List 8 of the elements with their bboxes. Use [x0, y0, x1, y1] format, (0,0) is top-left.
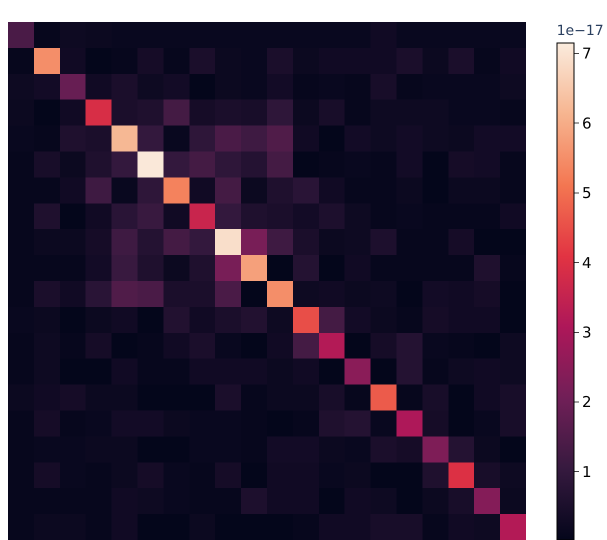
color-bar-label: 1 [582, 462, 592, 481]
color-bar-label: 6 [582, 114, 592, 132]
color-bar-label: 3 [582, 324, 592, 342]
color-bar-label: 7 [582, 44, 592, 63]
color-bar-title: 1e−17 [556, 23, 604, 39]
color-bar-label: 5 [582, 184, 592, 202]
color-bar-label: 2 [582, 393, 592, 412]
color-bar-label: 4 [582, 254, 592, 272]
